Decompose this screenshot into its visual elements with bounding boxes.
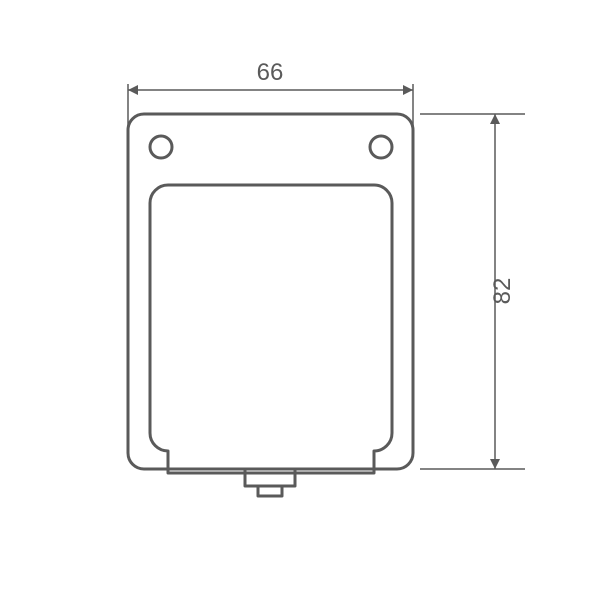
enclosure-body (128, 114, 413, 469)
dim-top-arrow-left (128, 85, 138, 95)
dim-right-arrow-top (490, 114, 500, 124)
dim-top-arrow-right (403, 85, 413, 95)
switch-paddle (150, 185, 392, 473)
dim-right-label: 82 (489, 278, 516, 305)
dim-right-arrow-bottom (490, 459, 500, 469)
mounting-hole-left (150, 136, 172, 158)
mounting-hole-right (370, 136, 392, 158)
diagram-stage: 66 82 (0, 0, 600, 600)
dim-top-label: 66 (257, 59, 284, 86)
technical-drawing: 66 82 (0, 0, 600, 600)
